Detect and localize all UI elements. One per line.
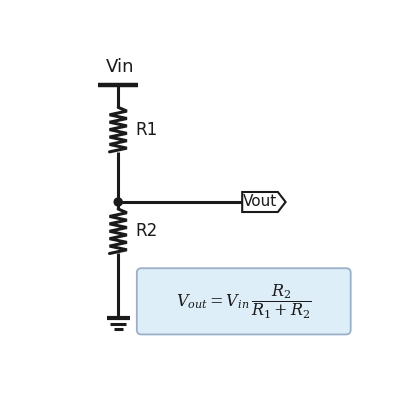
Text: $V_{out} = V_{in}\,\dfrac{R_2}{R_1 + R_2}$: $V_{out} = V_{in}\,\dfrac{R_2}{R_1 + R_2…	[176, 282, 312, 320]
Text: R1: R1	[135, 121, 158, 139]
Text: Vin: Vin	[106, 58, 134, 76]
Text: R2: R2	[135, 222, 158, 240]
FancyBboxPatch shape	[137, 268, 351, 334]
Circle shape	[114, 198, 122, 206]
Polygon shape	[242, 192, 286, 212]
Text: Vout: Vout	[243, 194, 277, 210]
